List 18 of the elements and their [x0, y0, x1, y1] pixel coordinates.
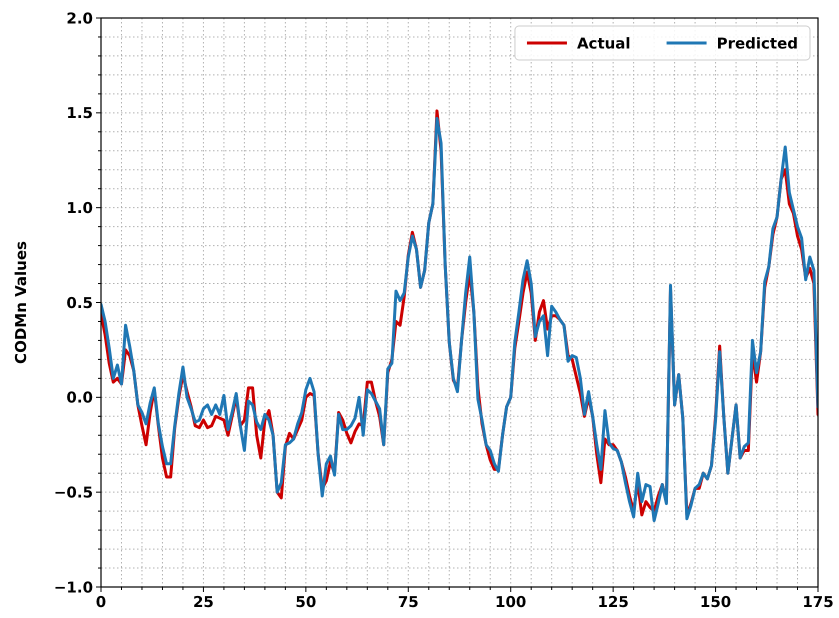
x-tick-label: 25: [192, 593, 214, 611]
x-tick-label: 50: [295, 593, 316, 611]
x-tick-label: 75: [398, 593, 419, 611]
x-tick-label: 0: [96, 593, 106, 611]
y-tick-label: 0.0: [66, 388, 93, 407]
y-tick-label: −0.5: [54, 483, 93, 502]
x-tick-label: 100: [495, 593, 526, 611]
x-tick-label: 125: [597, 593, 629, 611]
y-axis-title: CODMn Values: [12, 240, 30, 364]
legend-label: Predicted: [716, 34, 798, 52]
x-tick-label: 150: [700, 593, 732, 611]
y-tick-label: 0.5: [66, 294, 93, 312]
y-tick-label: 2.0: [66, 9, 93, 28]
y-tick-label: 1.5: [66, 104, 93, 122]
legend-label: Actual: [576, 34, 631, 52]
y-tick-label: −1.0: [54, 578, 93, 596]
x-tick-label: 175: [802, 593, 834, 611]
y-tick-label: 1.0: [66, 198, 93, 217]
